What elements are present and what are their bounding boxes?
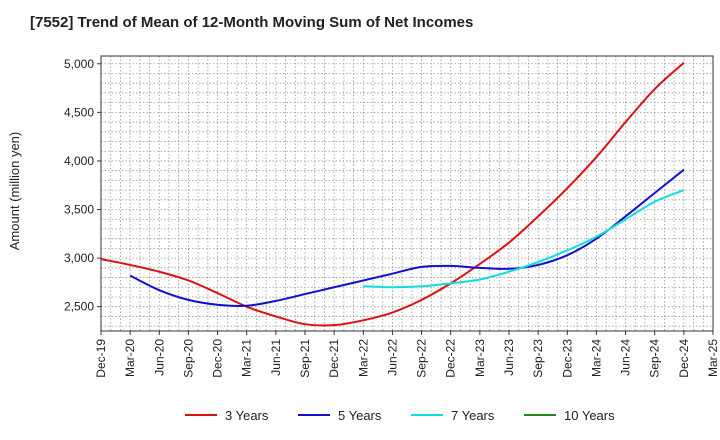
y-tick-label: 3,000	[64, 251, 94, 265]
series-line-3-years	[100, 62, 685, 327]
series-line-5-years	[129, 168, 685, 307]
x-tick-label: Jun-22	[385, 339, 399, 376]
x-tick-label: Mar-22	[356, 339, 370, 377]
x-tick-label: Dec-20	[211, 339, 225, 378]
x-tick-label: Mar-23	[473, 339, 487, 377]
x-tick-label: Jun-21	[269, 339, 283, 376]
plot-area-border	[100, 55, 714, 332]
legend-label-3-years: 3 Years	[225, 408, 269, 423]
x-tick-label: Dec-19	[94, 339, 108, 378]
y-axis-ticks: 2,500 3,000 3,500 4,000 4,500 5,000	[64, 57, 101, 314]
x-tick-label: Dec-22	[444, 339, 458, 378]
x-axis-ticks: Dec-19 Mar-20 Jun-20 Sep-20 Dec-20 Mar-21 Jun-…	[94, 331, 720, 378]
y-axis-title: Amount (million yen)	[7, 132, 22, 251]
y-tick-label: 3,500	[64, 203, 94, 217]
legend-label-7-years: 7 Years	[451, 408, 495, 423]
x-tick-label: Sep-23	[531, 339, 545, 378]
x-tick-label: Sep-21	[298, 339, 312, 378]
x-tick-label: Jun-24	[619, 339, 633, 376]
x-tick-label: Sep-24	[648, 339, 662, 378]
x-tick-label: Dec-21	[327, 339, 341, 378]
y-tick-label: 5,000	[64, 57, 94, 71]
series-line-7-years	[363, 189, 685, 289]
y-tick-label: 2,500	[64, 300, 94, 314]
legend-label-10-years: 10 Years	[564, 408, 615, 423]
legend: 3 Years 5 Years 7 Years 10 Years	[185, 408, 615, 423]
y-tick-label: 4,000	[64, 154, 94, 168]
x-tick-label: Sep-22	[415, 339, 429, 378]
x-tick-label: Mar-24	[589, 339, 603, 377]
x-tick-label: Sep-20	[181, 339, 195, 378]
x-tick-label: Dec-23	[560, 339, 574, 378]
x-tick-label: Jun-23	[502, 339, 516, 376]
series-lines	[100, 62, 685, 327]
plot-frame	[100, 55, 714, 332]
x-tick-label: Mar-20	[123, 339, 137, 377]
x-tick-label: Mar-21	[240, 339, 254, 377]
y-tick-label: 4,500	[64, 105, 94, 119]
x-tick-label: Jun-20	[152, 339, 166, 376]
x-tick-label: Mar-25	[706, 339, 720, 377]
x-tick-label: Dec-24	[677, 339, 691, 378]
legend-label-5-years: 5 Years	[338, 408, 382, 423]
chart-title: [7552] Trend of Mean of 12-Month Moving …	[30, 14, 474, 31]
grid	[100, 56, 713, 331]
